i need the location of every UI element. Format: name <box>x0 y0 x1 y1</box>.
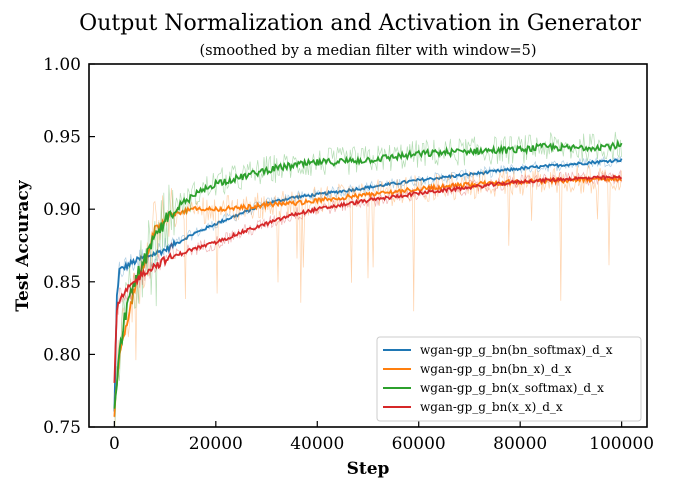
series-raw-line-1 <box>114 155 622 418</box>
x-tick-label: 100000 <box>589 434 654 454</box>
x-axis-label: Step <box>347 459 390 479</box>
x-tick-label: 20000 <box>189 434 243 454</box>
series-layer <box>113 131 623 427</box>
plot-frame <box>88 63 648 428</box>
y-axis-label: Test Accuracy <box>13 179 33 311</box>
y-tick-label: 0.75 <box>43 418 81 438</box>
chart-title: Output Normalization and Activation in G… <box>79 11 641 36</box>
x-tick-label: 80000 <box>493 434 547 454</box>
legend-box <box>376 336 642 422</box>
y-axis: 0.75 0.80 0.85 0.90 0.95 1.00 <box>43 55 95 438</box>
x-tick-label: 0 <box>109 434 120 454</box>
series-line-4 <box>113 174 623 383</box>
series-line-1 <box>113 158 623 412</box>
y-tick-label: 0.85 <box>43 273 81 293</box>
y-tick-label: 0.95 <box>43 128 81 148</box>
legend-entry: wgan-gp_g_bn(x_x)_d_x <box>420 400 563 414</box>
y-tick-label: 0.90 <box>43 200 81 220</box>
y-tick-label: 0.80 <box>43 345 81 365</box>
x-tick-label: 60000 <box>392 434 446 454</box>
x-tick-label: 40000 <box>290 434 344 454</box>
legend-entry: wgan-gp_g_bn(bn_softmax)_d_x <box>420 343 613 357</box>
series-line-3 <box>113 138 623 409</box>
legend-entry: wgan-gp_g_bn(bn_x)_d_x <box>420 362 572 376</box>
legend-entry: wgan-gp_g_bn(x_softmax)_d_x <box>420 381 604 395</box>
series-raw-line-3 <box>114 131 622 427</box>
chart-subtitle: (smoothed by a median filter with window… <box>199 43 536 59</box>
series-raw-line-4 <box>114 169 622 374</box>
legend: wgan-gp_g_bn(bn_softmax)_d_x wgan-gp_g_bn… <box>376 336 642 422</box>
x-axis: 0 20000 40000 60000 80000 100000 <box>109 421 654 454</box>
y-tick-label: 1.00 <box>43 55 81 75</box>
